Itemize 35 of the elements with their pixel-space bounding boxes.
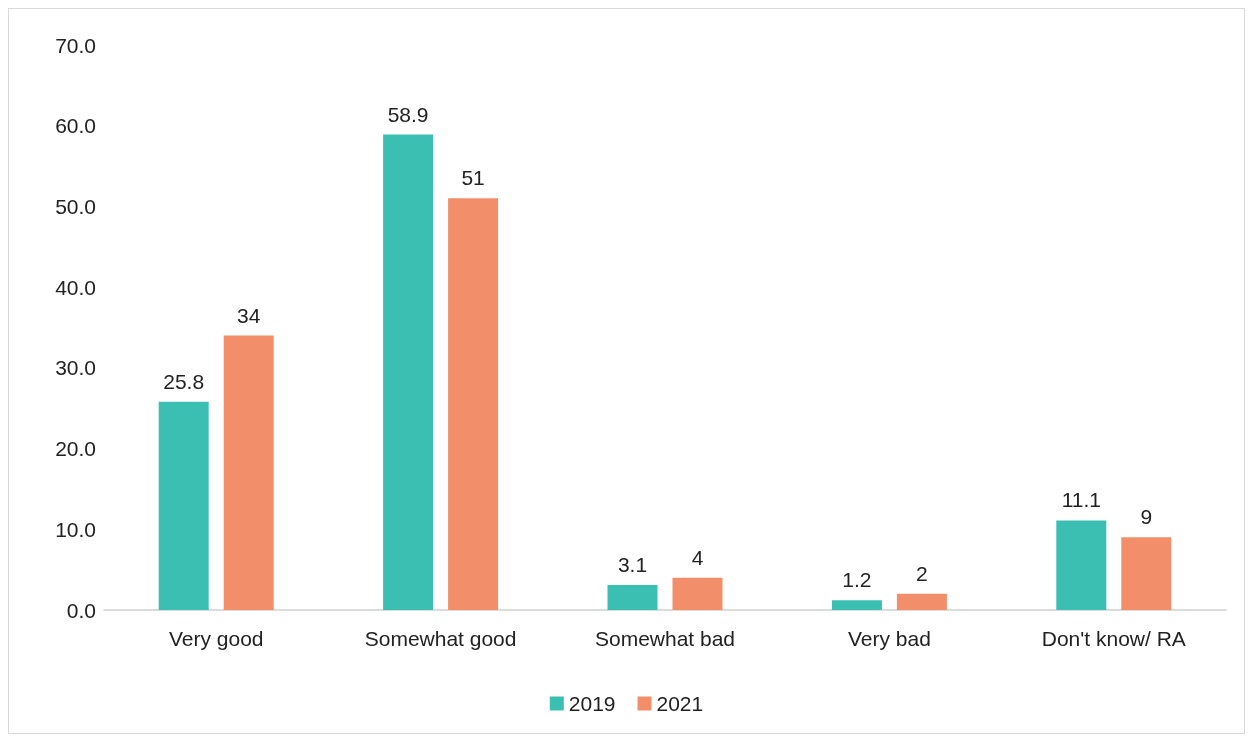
bar xyxy=(607,584,658,610)
x-tick-label: Somewhat good xyxy=(364,627,517,650)
bar xyxy=(896,593,947,610)
data-label: 51 xyxy=(461,166,485,190)
bar xyxy=(1056,520,1107,610)
data-label: 25.8 xyxy=(163,369,205,393)
x-tick-label: Somewhat bad xyxy=(594,627,736,650)
data-label: 3.1 xyxy=(617,552,648,576)
y-tick-label: 30.0 xyxy=(55,356,96,380)
y-tick-label: 50.0 xyxy=(55,194,96,218)
x-tick-label: Very good xyxy=(168,627,264,650)
bar xyxy=(1121,537,1172,610)
y-tick-label: 70.0 xyxy=(55,33,96,57)
data-label: 9 xyxy=(1140,505,1153,529)
x-tick-label: Very bad xyxy=(847,627,931,650)
y-tick-label: 20.0 xyxy=(55,437,96,461)
legend-label: 2021 xyxy=(656,692,704,715)
x-tick-label: Don't know/ RA xyxy=(1041,627,1186,650)
data-label: 58.9 xyxy=(387,102,429,126)
bar xyxy=(831,600,882,610)
data-label: 4 xyxy=(691,545,704,569)
y-tick-label: 10.0 xyxy=(55,517,96,541)
bar xyxy=(383,134,434,610)
bar xyxy=(158,401,209,610)
bar xyxy=(223,335,274,610)
data-label: 1.2 xyxy=(842,568,872,592)
y-tick-label: 60.0 xyxy=(55,114,96,138)
data-label: 34 xyxy=(237,303,261,327)
legend-label: 2019 xyxy=(568,692,616,715)
y-tick-label: 0.0 xyxy=(66,598,96,622)
data-label: 11.1 xyxy=(1061,488,1101,512)
data-label: 2 xyxy=(916,561,928,585)
bar xyxy=(672,577,723,610)
bar xyxy=(448,198,499,610)
y-tick-label: 40.0 xyxy=(55,275,96,299)
